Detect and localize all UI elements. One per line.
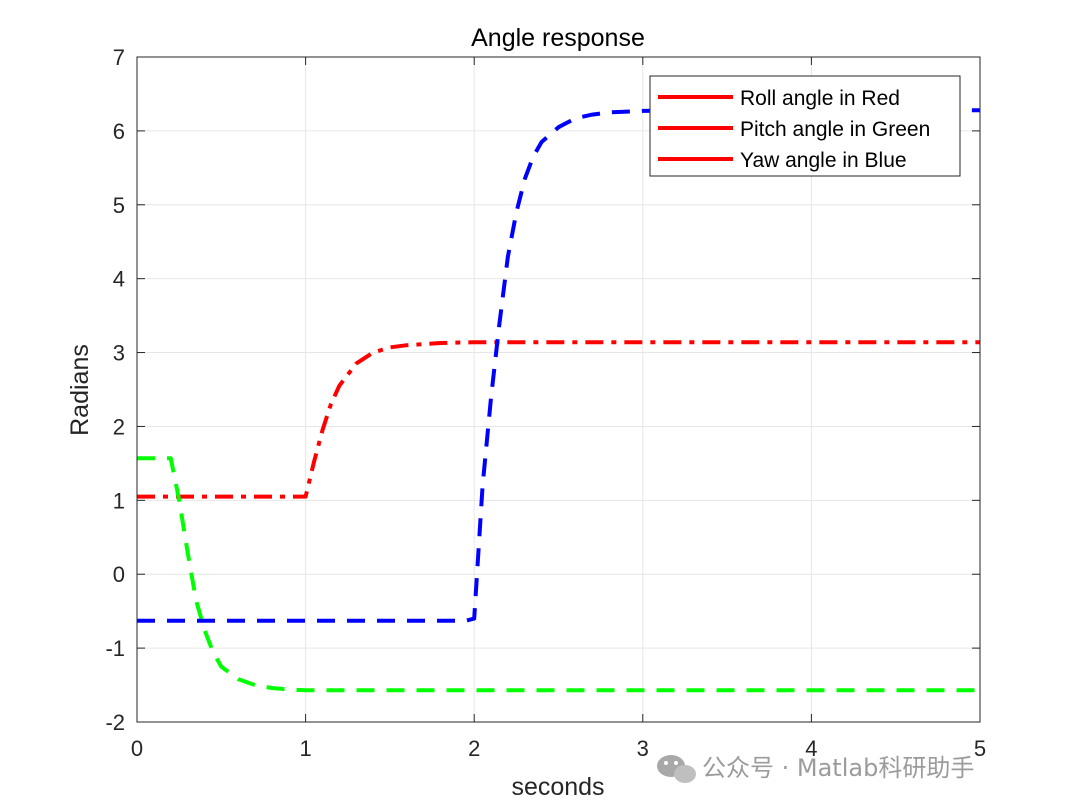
x-tick-labels: 0 1 2 3 4 5 [131, 736, 986, 761]
y-tick-labels: -2 -1 0 1 2 3 4 5 6 7 [105, 45, 125, 735]
tick-marks [136, 56, 981, 723]
pitch-angle-series [137, 456, 980, 693]
legend-entry-roll: Roll angle in Red [740, 87, 900, 110]
chart-title: Angle response [471, 24, 645, 52]
y-tick-label: 7 [113, 45, 125, 70]
y-tick-label: 4 [113, 267, 125, 292]
watermark: 公众号 · Matlab科研助手 [657, 754, 974, 783]
legend-swatches [658, 95, 733, 161]
roll-angle-series [137, 340, 980, 499]
y-tick-label: 3 [113, 341, 125, 366]
y-tick-label: -1 [105, 636, 125, 661]
y-tick-label: 1 [113, 488, 125, 513]
legend: Roll angle in Red Pitch angle in Green Y… [649, 75, 961, 177]
x-tick-label: 4 [805, 736, 817, 761]
x-tick-label: 1 [299, 736, 311, 761]
y-axis-label: Radians [66, 344, 94, 436]
y-tick-label: -2 [105, 710, 125, 735]
series-layer [137, 108, 980, 693]
watermark-text: 公众号 · Matlab科研助手 [702, 754, 974, 782]
x-tick-label: 2 [468, 736, 480, 761]
axes-box [136, 56, 981, 723]
x-axis-label: seconds [511, 773, 604, 801]
x-tick-label: 3 [637, 736, 649, 761]
y-tick-label: 5 [113, 193, 125, 218]
y-tick-label: 6 [113, 119, 125, 144]
x-tick-label: 5 [974, 736, 986, 761]
y-tick-label: 2 [113, 414, 125, 439]
yaw-angle-series [137, 108, 980, 623]
y-tick-label: 0 [113, 562, 125, 587]
wechat-icon [657, 755, 696, 783]
x-tick-label: 0 [131, 736, 143, 761]
legend-entry-pitch: Pitch angle in Green [740, 118, 930, 141]
legend-entry-yaw: Yaw angle in Blue [740, 149, 907, 172]
